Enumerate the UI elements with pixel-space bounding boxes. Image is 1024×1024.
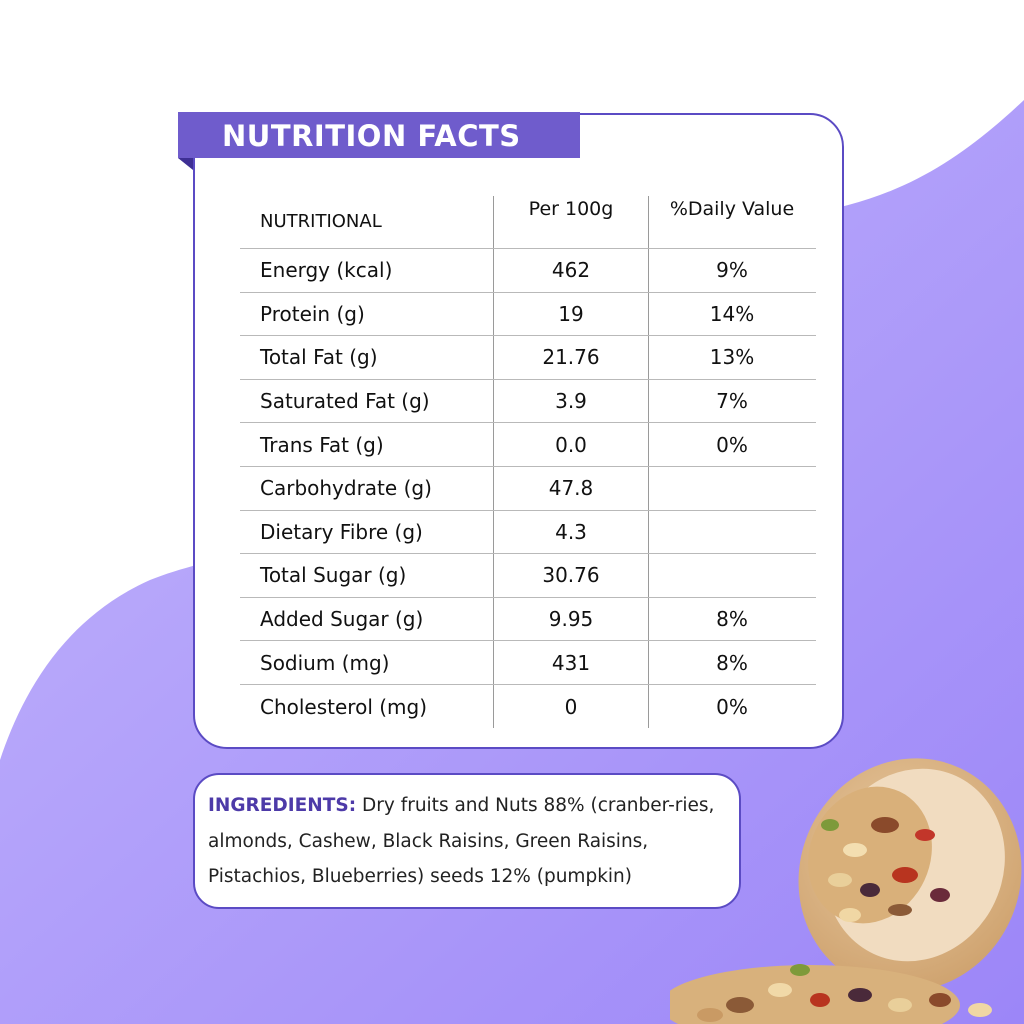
table-header: NUTRITIONAL Per 100g %Daily Value <box>240 190 816 249</box>
row-name: Saturated Fat (g) <box>260 389 430 414</box>
title-banner <box>178 112 580 158</box>
row-name: Energy (kcal) <box>260 258 393 283</box>
table-row: Total Fat (g) 21.76 13% <box>240 336 816 380</box>
nutrition-table: NUTRITIONAL Per 100g %Daily Value Energy… <box>240 190 816 729</box>
row-name: Sodium (mg) <box>260 650 390 675</box>
table-row: Trans Fat (g) 0.0 0% <box>240 423 816 467</box>
table-row: Cholesterol (mg) 0 0% <box>240 685 816 729</box>
title-banner-fold <box>178 158 193 170</box>
row-name: Trans Fat (g) <box>260 432 384 457</box>
table-row: Saturated Fat (g) 3.9 7% <box>240 380 816 424</box>
row-per-100g: 9.95 <box>548 607 594 632</box>
row-daily-value: 8% <box>716 650 748 675</box>
header-nutritional: NUTRITIONAL <box>260 210 382 232</box>
row-name: Protein (g) <box>260 301 365 326</box>
ingredients-text: INGREDIENTS: Dry fruits and Nuts 88% (cr… <box>208 788 748 895</box>
row-per-100g: 30.76 <box>542 563 600 588</box>
row-name: Added Sugar (g) <box>260 607 424 632</box>
row-per-100g: 0.0 <box>555 432 587 457</box>
table-row: Protein (g) 19 14% <box>240 293 816 337</box>
row-daily-value <box>648 467 816 510</box>
header-per-100g: Per 100g <box>528 198 614 220</box>
row-name: Carbohydrate (g) <box>260 476 432 501</box>
row-daily-value: 8% <box>716 607 748 632</box>
table-row: Dietary Fibre (g) 4.3 <box>240 511 816 555</box>
nutrition-card <box>193 113 844 749</box>
row-per-100g: 4.3 <box>555 519 587 544</box>
row-name: Total Sugar (g) <box>260 563 407 588</box>
row-daily-value <box>648 554 816 597</box>
table-row: Total Sugar (g) 30.76 <box>240 554 816 598</box>
page-title: NUTRITION FACTS <box>222 119 521 153</box>
row-per-100g: 462 <box>551 258 591 283</box>
table-row: Carbohydrate (g) 47.8 <box>240 467 816 511</box>
row-daily-value: 0% <box>716 694 748 719</box>
row-daily-value: 7% <box>716 389 748 414</box>
row-daily-value: 9% <box>716 258 748 283</box>
trail-mix-bowl-image <box>670 758 1022 1024</box>
row-name: Dietary Fibre (g) <box>260 519 423 544</box>
row-name: Cholesterol (mg) <box>260 694 428 719</box>
row-daily-value: 13% <box>709 345 755 370</box>
row-per-100g: 3.9 <box>555 389 587 414</box>
table-row: Sodium (mg) 431 8% <box>240 641 816 685</box>
table-row: Energy (kcal) 462 9% <box>240 249 816 293</box>
row-per-100g: 0 <box>564 694 578 719</box>
row-name: Total Fat (g) <box>260 345 378 370</box>
ingredients-label: INGREDIENTS: <box>208 795 357 816</box>
row-per-100g: 431 <box>551 650 591 675</box>
table-row: Added Sugar (g) 9.95 8% <box>240 598 816 642</box>
row-per-100g: 47.8 <box>548 476 594 501</box>
row-per-100g: 19 <box>558 301 584 326</box>
row-daily-value: 14% <box>709 301 755 326</box>
column-divider-2 <box>648 196 649 728</box>
row-per-100g: 21.76 <box>542 345 600 370</box>
column-divider-1 <box>493 196 494 728</box>
row-daily-value <box>648 511 816 554</box>
ingredients-card <box>193 773 741 909</box>
header-daily-value: %Daily Value <box>669 198 795 220</box>
ingredients-body: Dry fruits and Nuts 88% (cranber-ries, a… <box>208 795 715 887</box>
row-daily-value: 0% <box>716 432 748 457</box>
